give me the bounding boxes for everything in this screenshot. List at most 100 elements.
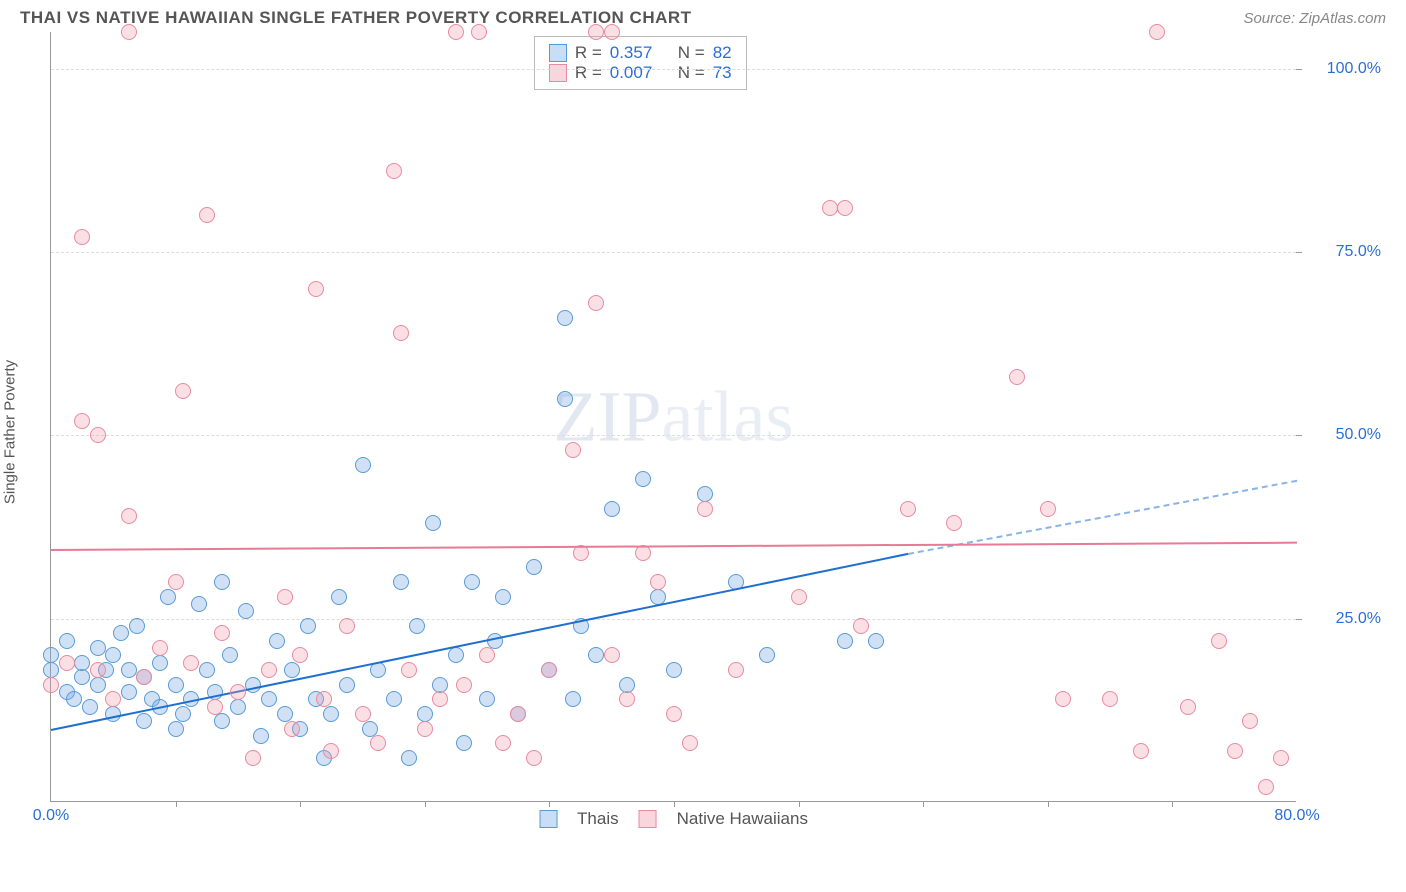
stat-row: R =0.007 N =73 bbox=[549, 63, 732, 83]
scatter-point bbox=[222, 647, 238, 663]
scatter-point bbox=[393, 325, 409, 341]
scatter-point bbox=[136, 669, 152, 685]
scatter-point bbox=[253, 728, 269, 744]
scatter-point bbox=[417, 721, 433, 737]
scatter-point bbox=[168, 574, 184, 590]
scatter-point bbox=[261, 691, 277, 707]
gridline bbox=[51, 252, 1296, 253]
stat-row: R =0.357 N =82 bbox=[549, 43, 732, 63]
scatter-point bbox=[168, 721, 184, 737]
scatter-point bbox=[152, 640, 168, 656]
scatter-point bbox=[759, 647, 775, 663]
scatter-point bbox=[90, 427, 106, 443]
scatter-point bbox=[292, 647, 308, 663]
scatter-point bbox=[207, 699, 223, 715]
scatter-point bbox=[604, 647, 620, 663]
scatter-point bbox=[697, 486, 713, 502]
scatter-point bbox=[526, 750, 542, 766]
scatter-point bbox=[386, 163, 402, 179]
legend-label: Native Hawaiians bbox=[677, 809, 808, 829]
scatter-point bbox=[323, 743, 339, 759]
scatter-point bbox=[837, 633, 853, 649]
scatter-point bbox=[401, 750, 417, 766]
scatter-point bbox=[565, 442, 581, 458]
scatter-point bbox=[604, 24, 620, 40]
scatter-point bbox=[339, 618, 355, 634]
scatter-point bbox=[121, 24, 137, 40]
legend-label: Thais bbox=[577, 809, 619, 829]
scatter-point bbox=[230, 684, 246, 700]
scatter-point bbox=[666, 706, 682, 722]
scatter-point bbox=[557, 391, 573, 407]
legend-swatch bbox=[639, 810, 657, 828]
scatter-point bbox=[90, 677, 106, 693]
scatter-point bbox=[355, 457, 371, 473]
x-tick-mark bbox=[549, 801, 550, 807]
scatter-point bbox=[946, 515, 962, 531]
scatter-point bbox=[471, 24, 487, 40]
x-tick-mark bbox=[425, 801, 426, 807]
scatter-point bbox=[635, 471, 651, 487]
scatter-point bbox=[175, 706, 191, 722]
scatter-point bbox=[136, 713, 152, 729]
chart-header: THAI VS NATIVE HAWAIIAN SINGLE FATHER PO… bbox=[0, 0, 1406, 32]
x-tick-mark bbox=[1048, 801, 1049, 807]
x-tick-mark bbox=[300, 801, 301, 807]
scatter-point bbox=[697, 501, 713, 517]
scatter-point bbox=[43, 677, 59, 693]
scatter-point bbox=[90, 662, 106, 678]
scatter-point bbox=[105, 647, 121, 663]
scatter-point bbox=[43, 647, 59, 663]
stats-box: R =0.357 N =82R =0.007 N =73 bbox=[534, 36, 747, 90]
scatter-point bbox=[448, 24, 464, 40]
scatter-point bbox=[90, 640, 106, 656]
scatter-point bbox=[1133, 743, 1149, 759]
scatter-point bbox=[1102, 691, 1118, 707]
trend-line bbox=[51, 542, 1297, 551]
y-tick-label: 25.0% bbox=[1301, 610, 1381, 628]
scatter-point bbox=[105, 691, 121, 707]
x-tick-label: 80.0% bbox=[1274, 807, 1319, 825]
scatter-point bbox=[362, 721, 378, 737]
scatter-point bbox=[113, 625, 129, 641]
scatter-point bbox=[308, 281, 324, 297]
scatter-point bbox=[339, 677, 355, 693]
scatter-point bbox=[425, 515, 441, 531]
scatter-point bbox=[1242, 713, 1258, 729]
scatter-point bbox=[160, 589, 176, 605]
scatter-point bbox=[121, 662, 137, 678]
scatter-point bbox=[59, 655, 75, 671]
scatter-point bbox=[456, 677, 472, 693]
scatter-point bbox=[1273, 750, 1289, 766]
scatter-point bbox=[261, 662, 277, 678]
y-tick-label: 100.0% bbox=[1301, 60, 1381, 78]
scatter-point bbox=[121, 684, 137, 700]
scatter-point bbox=[728, 662, 744, 678]
y-axis-label: Single Father Poverty bbox=[2, 360, 19, 504]
scatter-point bbox=[853, 618, 869, 634]
scatter-point bbox=[432, 677, 448, 693]
scatter-point bbox=[230, 699, 246, 715]
scatter-point bbox=[837, 200, 853, 216]
scatter-point bbox=[900, 501, 916, 517]
scatter-point bbox=[323, 706, 339, 722]
scatter-point bbox=[541, 662, 557, 678]
scatter-point bbox=[619, 691, 635, 707]
scatter-point bbox=[316, 691, 332, 707]
scatter-point bbox=[300, 618, 316, 634]
x-tick-label: 0.0% bbox=[33, 807, 69, 825]
scatter-point bbox=[682, 735, 698, 751]
scatter-point bbox=[401, 662, 417, 678]
scatter-point bbox=[1211, 633, 1227, 649]
scatter-point bbox=[183, 655, 199, 671]
watermark-light: atlas bbox=[662, 376, 794, 456]
plot-area: ZIPatlas R =0.357 N =82R =0.007 N =73 Th… bbox=[50, 32, 1296, 802]
watermark: ZIPatlas bbox=[554, 375, 794, 458]
scatter-point bbox=[495, 589, 511, 605]
scatter-point bbox=[199, 207, 215, 223]
scatter-point bbox=[168, 677, 184, 693]
scatter-point bbox=[464, 574, 480, 590]
scatter-point bbox=[277, 589, 293, 605]
scatter-point bbox=[284, 662, 300, 678]
scatter-point bbox=[238, 603, 254, 619]
